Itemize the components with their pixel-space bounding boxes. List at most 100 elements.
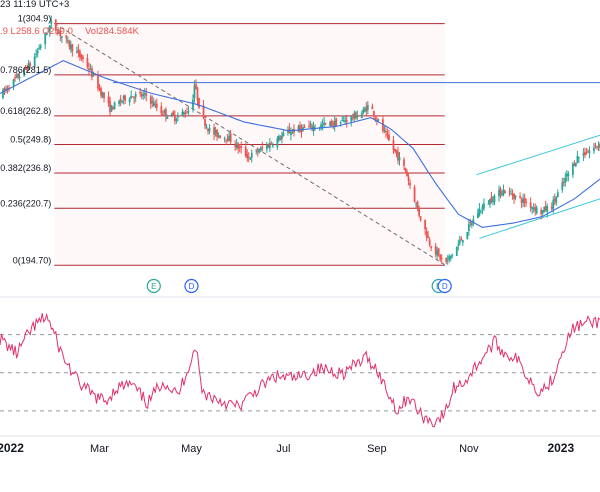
- candle-body: [134, 93, 137, 98]
- candle-body: [205, 126, 208, 128]
- candle-body: [82, 56, 84, 60]
- candle-body: [228, 135, 231, 142]
- candle-body: [354, 112, 357, 119]
- candle-body: [261, 147, 264, 149]
- candle-body: [244, 146, 247, 156]
- event-marker-e[interactable]: E: [146, 278, 161, 294]
- candle-body: [584, 151, 586, 156]
- candle-body: [385, 131, 387, 133]
- time-axis[interactable]: 2022 Mar May Jul Sep Nov 2023: [0, 435, 600, 455]
- candle-body: [490, 197, 493, 203]
- candle-body: [12, 79, 15, 88]
- candlestick-series: [2, 15, 600, 265]
- candle-body: [192, 99, 194, 110]
- candle-body: [511, 193, 514, 196]
- candle-body: [173, 115, 176, 122]
- candle-body: [395, 149, 398, 155]
- candle-body: [202, 105, 205, 118]
- candle-body: [501, 193, 503, 196]
- candle-body: [98, 88, 101, 90]
- candle-body: [88, 68, 90, 71]
- candle-body: [561, 182, 564, 190]
- candle-body: [436, 250, 439, 256]
- event-marker-d[interactable]: D: [184, 278, 199, 294]
- candle-body: [217, 135, 220, 137]
- marker-circle: [437, 278, 452, 294]
- candle-body: [246, 154, 249, 159]
- candle-body: [413, 187, 416, 203]
- candle-body: [311, 125, 313, 129]
- candle-body: [15, 75, 18, 77]
- candle-body: [323, 122, 326, 125]
- candle-body: [333, 120, 336, 128]
- candle-body: [36, 50, 39, 54]
- candle-body: [163, 110, 166, 113]
- candle-body: [186, 112, 188, 114]
- candle-body: [543, 206, 546, 212]
- candle-body: [540, 209, 543, 214]
- candle-body: [270, 143, 273, 145]
- candle-body: [469, 221, 472, 224]
- candle-body: [460, 238, 463, 241]
- candle-body: [290, 132, 292, 136]
- candle-body: [362, 109, 365, 114]
- candle-body: [360, 113, 363, 119]
- candle-body: [555, 196, 558, 204]
- candle-body: [342, 119, 345, 122]
- candle-body: [577, 157, 580, 159]
- candle-body: [522, 198, 525, 203]
- candle-body: [519, 196, 522, 198]
- candle-body: [303, 126, 306, 128]
- candle-body: [419, 216, 422, 221]
- candle-body: [455, 246, 458, 256]
- candle-body: [398, 157, 401, 161]
- fibonacci-retracement[interactable]: [54, 23, 445, 266]
- candle-body: [6, 87, 9, 90]
- candle-body: [478, 208, 481, 216]
- candle-body: [574, 162, 577, 167]
- candle-body: [392, 140, 395, 150]
- candle-body: [35, 54, 38, 56]
- candle-body: [487, 203, 490, 205]
- candle-body: [377, 119, 380, 121]
- candle-body: [386, 133, 389, 136]
- marker-label: D: [442, 282, 448, 291]
- candle-body: [576, 155, 579, 163]
- event-marker-d[interactable]: D: [437, 278, 452, 294]
- candle-body: [175, 119, 178, 121]
- candle-body: [375, 119, 378, 121]
- candle-body: [492, 201, 494, 203]
- candle-body: [234, 144, 237, 147]
- candle-body: [160, 106, 163, 114]
- candle-body: [593, 147, 595, 152]
- candle-body: [345, 120, 348, 122]
- candle-body: [5, 89, 7, 91]
- candle-body: [255, 150, 258, 152]
- candle-body: [449, 255, 452, 259]
- candle-body: [320, 124, 323, 128]
- candle-body: [434, 245, 437, 254]
- candle-body: [198, 98, 200, 108]
- candle-body: [124, 95, 127, 101]
- candle-body: [552, 199, 555, 210]
- candle-body: [183, 112, 185, 115]
- ma-line: [0, 59, 600, 228]
- candle-body: [38, 48, 41, 50]
- candle-body: [92, 74, 95, 76]
- candle-body: [550, 206, 553, 209]
- event-markers[interactable]: EDED: [146, 278, 452, 294]
- candle-body: [17, 73, 19, 78]
- candle-body: [523, 197, 526, 204]
- candle-body: [321, 124, 324, 126]
- candle-body: [145, 93, 148, 96]
- candle-body: [428, 239, 431, 246]
- candle-body: [207, 128, 209, 132]
- candle-body: [499, 188, 502, 196]
- fib-label-1: 1(304.9): [18, 14, 52, 24]
- x-tick-mar: Mar: [90, 443, 109, 455]
- candle-body: [588, 150, 591, 154]
- candle-body: [139, 91, 142, 94]
- x-tick-jul: Jul: [276, 443, 290, 455]
